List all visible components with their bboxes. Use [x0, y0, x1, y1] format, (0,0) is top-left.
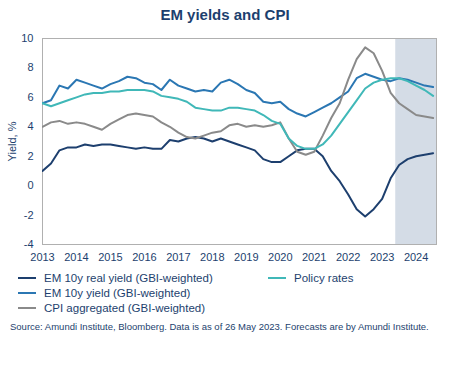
svg-text:2015: 2015 [98, 251, 122, 263]
html-text:EM yields and CPI: EM yields and CPI [160, 6, 290, 23]
html-text:Source: Amundi Institute, Bloo: Source: Amundi Institute, Bloomberg. Dat… [10, 321, 429, 332]
svg-text:2: 2 [27, 150, 33, 162]
svg-text:2014: 2014 [64, 251, 88, 263]
svg-text:2022: 2022 [336, 251, 360, 263]
svg-text:-2: -2 [24, 209, 34, 221]
svg-text:2013: 2013 [30, 251, 54, 263]
html-text:Policy rates: Policy rates [294, 271, 354, 284]
html-text:EM 10y real yield (GBI-weighte: EM 10y real yield (GBI-weighted) [44, 271, 213, 284]
svg-text:10: 10 [21, 32, 33, 44]
svg-text:4: 4 [27, 120, 33, 132]
svg-text:8: 8 [27, 61, 33, 73]
svg-text:2018: 2018 [200, 251, 224, 263]
svg-text:2019: 2019 [234, 251, 258, 263]
svg-text:2021: 2021 [302, 251, 326, 263]
svg-text:2020: 2020 [268, 251, 292, 263]
svg-text:2024: 2024 [404, 251, 428, 263]
svg-text:0: 0 [27, 179, 33, 191]
html-text:EM 10y yield (GBI-weighted): EM 10y yield (GBI-weighted) [44, 286, 191, 299]
html-text:CPI aggregated (GBI-weighted): CPI aggregated (GBI-weighted) [44, 301, 206, 314]
svg-text:-4: -4 [24, 238, 34, 250]
svg-text:2023: 2023 [370, 251, 394, 263]
svg-text:Yield, %: Yield, % [6, 121, 18, 161]
svg-text:2017: 2017 [166, 251, 190, 263]
svg-text:2016: 2016 [132, 251, 156, 263]
svg-text:6: 6 [27, 91, 33, 103]
